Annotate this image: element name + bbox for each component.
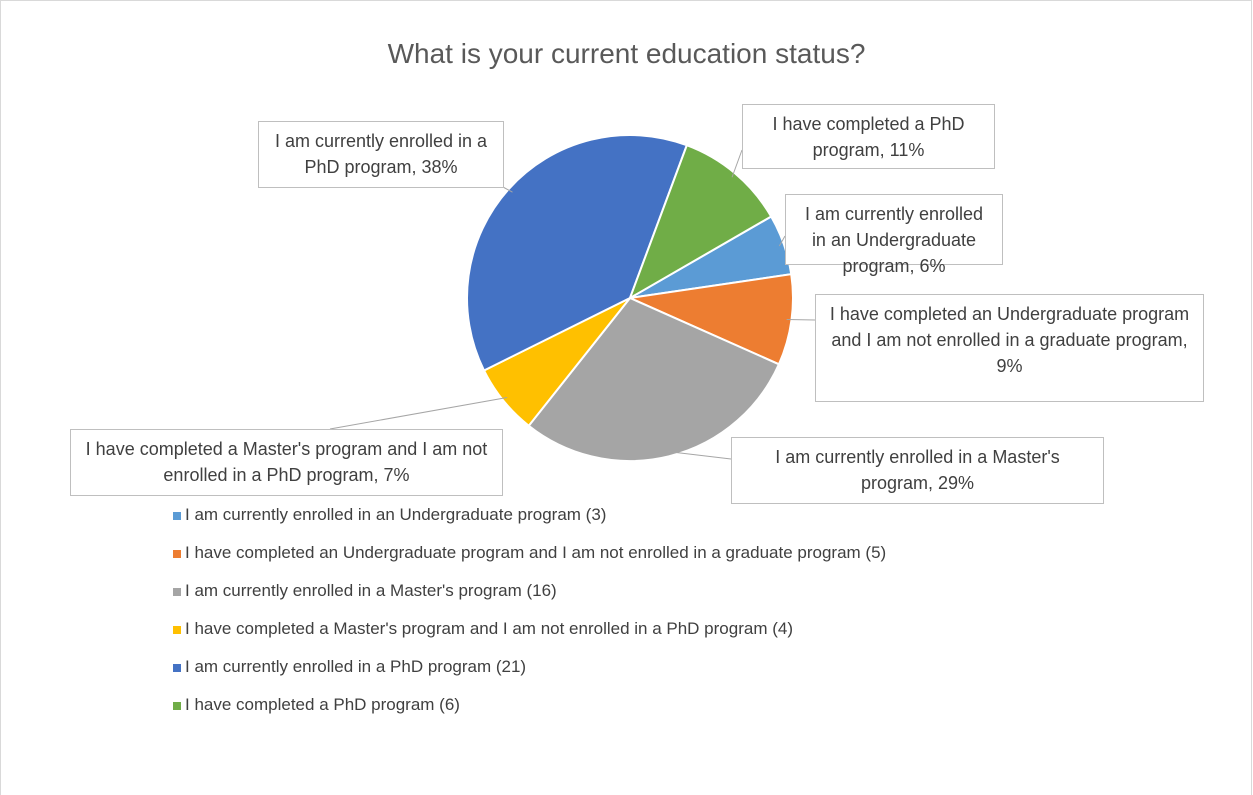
leader-line: [502, 186, 513, 193]
leader-line: [329, 397, 508, 430]
data-label: I have completed a PhD program, 11%: [742, 104, 995, 169]
legend-label: I have completed a PhD program (6): [185, 695, 460, 714]
legend-swatch: [173, 588, 181, 596]
legend-swatch: [173, 512, 181, 520]
pie-slice: [628, 143, 773, 301]
legend-swatch: [173, 664, 181, 672]
legend-swatch: [173, 702, 181, 710]
chart-title: What is your current education status?: [387, 38, 866, 69]
leader-line: [778, 235, 786, 247]
leader-line: [731, 149, 743, 178]
data-label: I am currently enrolled in a Master's pr…: [731, 437, 1104, 504]
leader-line: [667, 451, 732, 460]
data-label: I am currently enrolled in an Undergradu…: [785, 194, 1003, 276]
legend-label: I am currently enrolled in a PhD program…: [185, 657, 527, 676]
data-label: I am currently enrolled in a PhD program…: [258, 121, 504, 188]
legend-label: I have completed an Undergraduate progra…: [185, 543, 887, 562]
data-label: I have completed a Master's program and …: [70, 429, 503, 496]
pie-slice: [466, 134, 689, 372]
legend-swatch: [173, 550, 181, 558]
legend-label: I am currently enrolled in a Master's pr…: [185, 581, 557, 600]
legend-label: I am currently enrolled in an Undergradu…: [185, 505, 607, 524]
legend-swatch: [173, 626, 181, 634]
pie-slice: [527, 296, 781, 462]
data-label: I have completed an Undergraduate progra…: [815, 294, 1204, 402]
legend-label: I have completed a Master's program and …: [185, 619, 793, 638]
leader-line: [786, 318, 816, 321]
pie-slice: [626, 273, 794, 366]
